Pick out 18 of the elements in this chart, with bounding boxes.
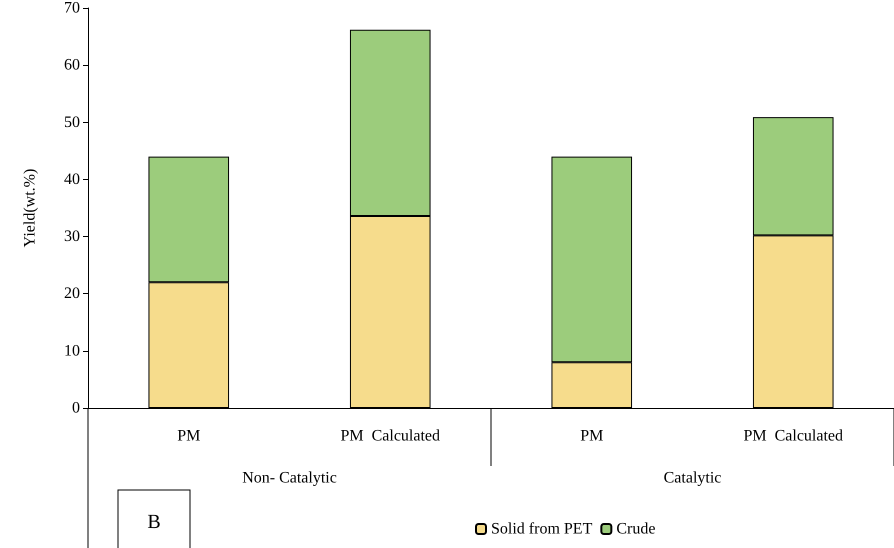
y-axis-title: Yield(wt.%): [22, 168, 38, 248]
x-tick-label: PM: [580, 428, 604, 444]
legend-label: Solid from PET: [491, 520, 593, 538]
y-tick-label: 30: [64, 228, 80, 246]
y-tick-label: 20: [64, 285, 80, 302]
y-tick-label: 0: [72, 400, 80, 416]
text: Catalytic: [664, 470, 722, 486]
x-tick-label: PM Calculated: [340, 428, 440, 444]
y-tick-label: 70: [64, 0, 80, 16]
y-tick-label: 60: [64, 56, 80, 74]
y-tick-label: 10: [64, 342, 80, 360]
x-tick-label: PM Calculated: [743, 428, 844, 444]
legend-label: Crude: [616, 520, 656, 538]
text: B: [147, 511, 161, 533]
text: Non- Catalytic: [242, 470, 337, 486]
x-tick-label: PM: [177, 428, 200, 444]
y-tick-label: 40: [64, 170, 80, 188]
y-tick-label: 50: [64, 114, 80, 131]
